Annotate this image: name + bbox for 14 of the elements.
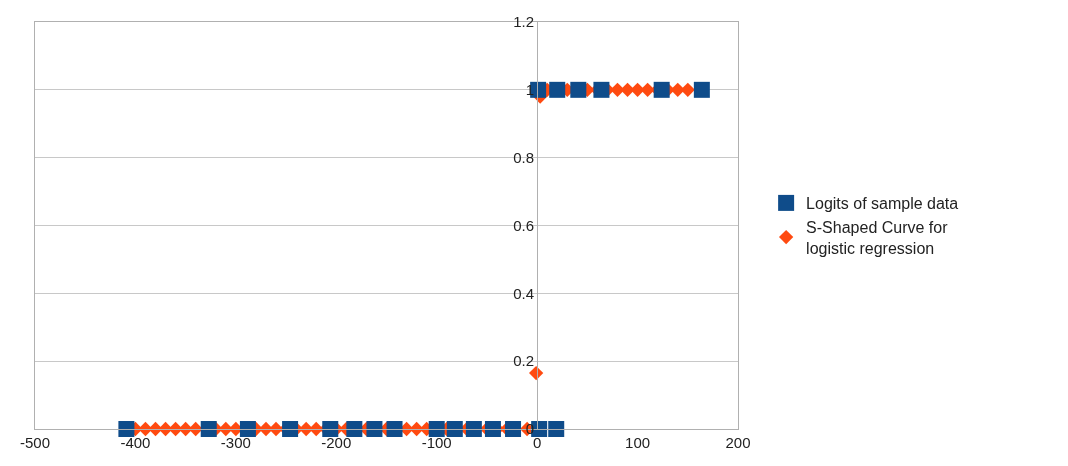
x-tick-label: -300 xyxy=(220,434,251,451)
y-tick-label: 0.8 xyxy=(513,148,535,166)
y-tick-label: 0.2 xyxy=(513,352,535,370)
x-tick-label: 100 xyxy=(625,434,651,451)
legend-label: Logits of sample data xyxy=(806,195,959,213)
x-tick-label: -500 xyxy=(19,434,51,451)
x-tick-label: -200 xyxy=(321,434,352,451)
y-tick-label: 0.4 xyxy=(513,284,535,302)
x-tick-label: 200 xyxy=(725,434,751,451)
y-tick-label: 0.6 xyxy=(513,216,535,234)
x-tick-label: -100 xyxy=(421,434,452,451)
legend-label: S-Shaped Curve for logistic regression xyxy=(806,218,949,257)
y-tick-label: 1.2 xyxy=(513,13,535,31)
x-tick-label: -400 xyxy=(120,434,151,451)
